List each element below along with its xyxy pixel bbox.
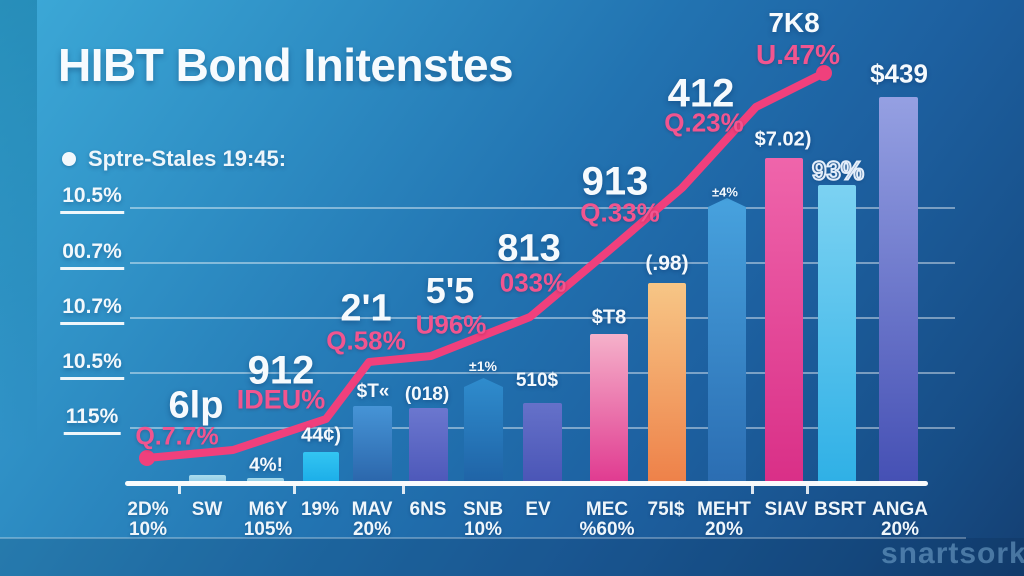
bottom-divider-line [0, 537, 966, 539]
x-axis-label: 2D% 10% [127, 500, 168, 539]
axis-tick [178, 486, 181, 494]
point-value-label: 5'5 [425, 270, 475, 311]
x-axis-label-line: MEHT [697, 499, 751, 520]
bar [464, 378, 503, 483]
x-axis-label-line: 20% [704, 518, 744, 540]
x-axis-label-line: 105% [243, 518, 293, 540]
chart-title: HIBT Bond Initenstes [58, 39, 514, 91]
legend-bullet-icon [62, 152, 76, 166]
point-percent-label: IDEU% [236, 384, 326, 415]
bar-value-label: $T8 [591, 306, 627, 329]
bar-value-label: 4%! [249, 455, 283, 476]
point-percent-label: 033% [499, 267, 567, 298]
bar-value-label: (018) [404, 384, 450, 405]
point-value-label: 6lp [168, 384, 224, 427]
x-axis-label-line: 6NS [409, 499, 447, 520]
x-axis-label-line: 20% [880, 518, 920, 540]
x-axis-label: EV [525, 500, 550, 520]
x-axis-label: MAV 20% [352, 500, 393, 539]
bar-value-label: (.98) [645, 252, 689, 275]
x-axis-label: MEC %60% [580, 500, 635, 539]
bar-value-label: ±4% [712, 184, 738, 200]
bar [303, 452, 339, 483]
bar [708, 198, 746, 483]
bar-value-label: 510$ [515, 370, 559, 391]
x-axis-label-line: 10% [463, 518, 503, 540]
x-axis-label: BSRT [814, 500, 866, 520]
bar-value-label: ±1% [469, 358, 497, 374]
x-axis-label: SIAV [765, 500, 808, 520]
bar-value-label: 93% [811, 155, 865, 187]
x-axis-label-line: %60% [579, 518, 635, 540]
bar [879, 97, 918, 483]
bottom-band [0, 538, 1024, 576]
bar-value-label: $7.02) [754, 128, 812, 151]
x-axis-label: 6NS [410, 500, 447, 520]
x-axis-label-line: 20% [352, 518, 392, 540]
point-value-label: 7K8 [768, 7, 820, 38]
x-axis-label-line: MEC [585, 499, 629, 520]
legend: Sptre-Stales 19:45: [62, 146, 286, 172]
x-axis-label-line: 19% [300, 499, 340, 520]
x-axis-label-line: SW [191, 499, 223, 520]
x-axis-baseline [125, 481, 928, 486]
axis-tick [751, 486, 754, 494]
axis-tick [806, 486, 809, 494]
left-edge-shade [0, 0, 37, 576]
x-axis-label: M6Y 105% [244, 500, 293, 539]
x-axis-label-line: EV [525, 499, 551, 520]
y-axis-label: 10.5% [60, 350, 124, 380]
legend-label: Sptre-Stales 19:45: [88, 146, 287, 171]
x-axis-label-line: SNB [462, 499, 504, 520]
x-axis-label-line: ANGA [872, 499, 928, 520]
point-percent-label: Q.33% [580, 197, 660, 228]
y-axis-label: 10.7% [60, 295, 124, 325]
watermark: snartsork [881, 537, 1024, 570]
x-axis-label-line: BSRT [814, 499, 866, 520]
x-axis-label-line: M6Y [248, 499, 288, 520]
axis-tick [402, 486, 405, 494]
y-axis-label: 00.7% [60, 240, 124, 270]
point-percent-label: U96% [415, 309, 487, 340]
bar-value-label: 44¢) [300, 424, 342, 447]
bar [353, 406, 392, 483]
bar [818, 185, 856, 483]
point-percent-label: Q.58% [326, 325, 406, 356]
x-axis-label: SW [192, 500, 223, 520]
point-value-label: 813 [497, 227, 561, 270]
y-axis-label: 115% [63, 405, 121, 435]
point-percent-label: Q.7.7% [135, 422, 219, 451]
bar-value-label: $T« [356, 381, 390, 402]
bar [247, 478, 284, 483]
x-axis-label: 75I$ [648, 500, 685, 520]
trend-line-endpoint [139, 450, 155, 466]
x-axis-label: SNB 10% [463, 500, 503, 539]
bar [523, 403, 562, 483]
x-axis-label-line: 2D% [127, 499, 169, 520]
point-percent-label: U.47% [755, 39, 841, 70]
x-axis-label: MEHT 20% [697, 500, 751, 539]
y-axis-label: 10.5% [60, 184, 124, 214]
x-axis-label: 19% [301, 500, 339, 520]
bar [765, 158, 803, 483]
point-percent-label: Q.23% [664, 107, 744, 138]
bar [590, 334, 628, 483]
x-axis-label: ANGA 20% [872, 500, 928, 539]
bar [648, 283, 686, 483]
x-axis-label-line: SIAV [764, 499, 808, 520]
axis-tick [293, 486, 296, 494]
point-value-label: 2'1 [340, 287, 392, 330]
x-axis-label-line: 75I$ [647, 499, 685, 520]
x-axis-label-line: MAV [351, 499, 393, 520]
bar [189, 475, 226, 483]
bar [409, 408, 448, 483]
x-axis-label-line: 10% [128, 518, 168, 540]
bar-value-label: $439 [870, 58, 928, 89]
